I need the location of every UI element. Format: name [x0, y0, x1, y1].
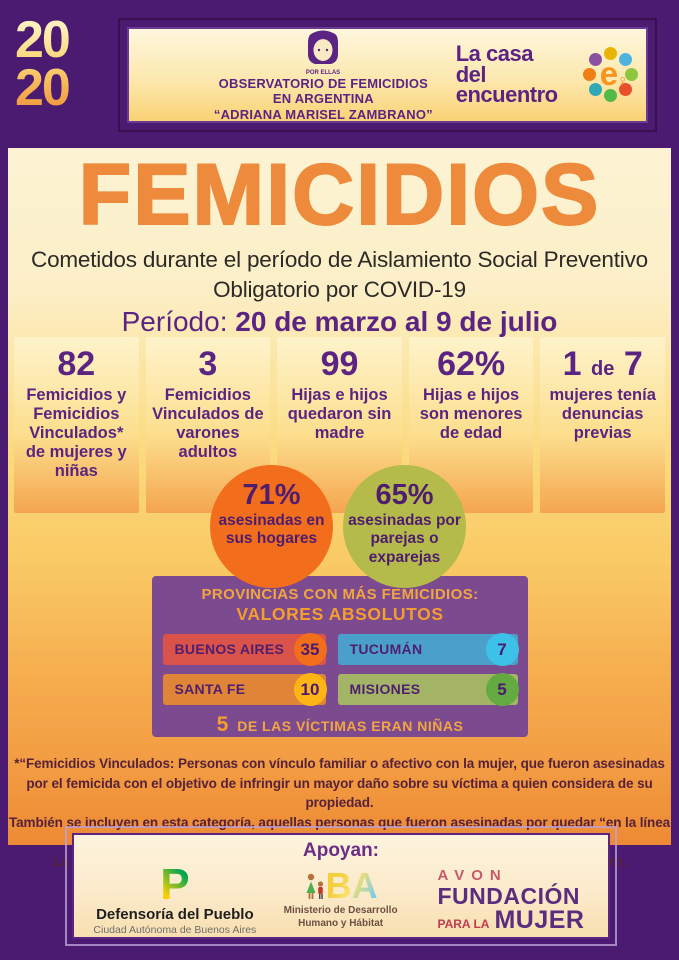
circle-label: asesinadas en sus hogares — [218, 512, 325, 548]
province-value-badge: 7 — [485, 633, 519, 666]
avon-fundacion-logo: AVON FUNDACIÓN PARA LA MUJER — [437, 867, 585, 935]
stat-value: 99 — [320, 345, 359, 383]
circle-stat-parejas: 65% asesinadas por parejas o exparejas — [343, 465, 466, 588]
main-content: FEMICIDIOS Cometidos durante el período … — [8, 147, 671, 869]
subtitle: Cometidos durante el período de Aislamie… — [31, 247, 648, 302]
family-figures-icon — [306, 874, 323, 900]
logo-dot — [618, 52, 632, 66]
provinces-box: PROVINCIAS CON MÁS FEMICIDIOS: VALORES A… — [152, 576, 528, 737]
por-ellas-label: POR ELLAS — [306, 70, 340, 76]
logo-dot — [582, 67, 596, 81]
circle-value: 71% — [242, 479, 301, 511]
logo-dot — [588, 82, 602, 96]
province-bar-tucuman: TUCUMÁN 7 — [337, 633, 519, 666]
province-value-badge: 5 — [485, 673, 519, 706]
province-name: TUCUMÁN — [349, 641, 423, 657]
header-banner: POR ELLAS OBSERVATORIO DE FEMICIDIOS EN … — [118, 18, 657, 132]
page-title: FEMICIDIOS — [78, 147, 601, 243]
apoyan-label: Apoyan: — [303, 840, 379, 861]
provinces-note: 5 DE LAS VÍCTIMAS ERAN NIÑAS — [152, 713, 528, 737]
year-bottom: 20 — [15, 58, 69, 117]
stat-cards-row: 82 Femicidios y Femicidios Vinculados* d… — [14, 337, 665, 513]
stat-value: 3 — [198, 345, 218, 383]
casa-encuentro-dots-icon: e ♀ — [582, 46, 638, 103]
female-symbol-icon: ♀ — [616, 72, 629, 90]
provinces-bars: BUENOS AIRES 35 TUCUMÁN 7 SANTA FE 10 MI… — [152, 633, 528, 706]
year-top: 20 — [15, 11, 69, 69]
ba-monogram: BA — [325, 865, 378, 907]
provinces-heading: PROVINCIAS CON MÁS FEMICIDIOS: — [201, 586, 479, 603]
observatory-title: OBSERVATORIO DE FEMICIDIOS EN ARGENTINA … — [213, 76, 433, 122]
note-text: DE LAS VÍCTIMAS ERAN NIÑAS — [237, 718, 464, 734]
year-2020-badge: 20 20 — [15, 17, 69, 113]
logo-dot — [618, 82, 632, 96]
province-bar-misiones: MISIONES 5 — [337, 673, 519, 706]
defensoria-p-icon: P — [92, 863, 258, 907]
casa-encuentro-logo: La casa del encuentro e ♀ — [455, 40, 638, 108]
stat-label: Hijas e hijos son menores de edad — [419, 385, 523, 442]
observatory-block: POR ELLAS OBSERVATORIO DE FEMICIDIOS EN … — [191, 28, 456, 122]
period-value: 20 de marzo al 9 de julio — [235, 306, 558, 337]
logo-dot — [603, 88, 617, 102]
logo-e-glyph: e — [599, 54, 619, 92]
stat-label: Hijas e hijos quedaron sin madre — [287, 385, 392, 442]
stat-label: Femicidios y Femicidios Vinculados* de m… — [25, 385, 127, 481]
province-name: MISIONES — [349, 681, 421, 697]
province-name: BUENOS AIRES — [174, 641, 285, 657]
period-label: Período: — [121, 306, 228, 337]
logo-dot — [603, 46, 617, 60]
stat-value: 1 de 7 — [562, 345, 643, 383]
stat-label: Femicidios Vinculados de varones adultos — [152, 385, 264, 462]
stat-label: mujeres tenía denuncias previas — [549, 385, 656, 442]
circle-label: asesinadas por parejas o exparejas — [348, 512, 461, 566]
stat-value: 82 — [57, 345, 96, 383]
period-line: Período: 20 de marzo al 9 de julio — [8, 306, 671, 338]
sponsors-box: Apoyan: P Defensoría del Pueblo Ciudad A… — [65, 826, 617, 946]
logo-dot — [624, 67, 638, 81]
por-ellas-woman-icon: POR ELLAS — [306, 30, 341, 76]
stat-card-femicidios: 82 Femicidios y Femicidios Vinculados* d… — [14, 337, 139, 513]
logo-dot — [588, 52, 602, 66]
circle-value: 65% — [375, 479, 434, 511]
province-bar-buenos-aires: BUENOS AIRES 35 — [162, 633, 327, 666]
sponsor-logos-row: P Defensoría del Pueblo Ciudad Autónoma … — [74, 860, 608, 936]
ministerio-ba-logo: BA Ministerio de Desarrollo Humano y Háb… — [283, 865, 398, 929]
defensoria-logo: P Defensoría del Pueblo Ciudad Autónoma … — [92, 860, 258, 936]
note-value: 5 — [216, 713, 229, 736]
province-name: SANTA FE — [174, 681, 246, 697]
province-value-badge: 35 — [293, 633, 327, 666]
stat-value: 62% — [437, 345, 506, 383]
stat-card-denuncias: 1 de 7 mujeres tenía denuncias previas — [540, 337, 665, 513]
casa-encuentro-wordmark: La casa del encuentro — [455, 40, 558, 108]
province-value-badge: 10 — [293, 673, 327, 706]
provinces-subheading: VALORES ABSOLUTOS — [236, 604, 444, 624]
circle-stat-hogares: 71% asesinadas en sus hogares — [210, 465, 333, 588]
province-bar-santa-fe: SANTA FE 10 — [162, 673, 327, 706]
